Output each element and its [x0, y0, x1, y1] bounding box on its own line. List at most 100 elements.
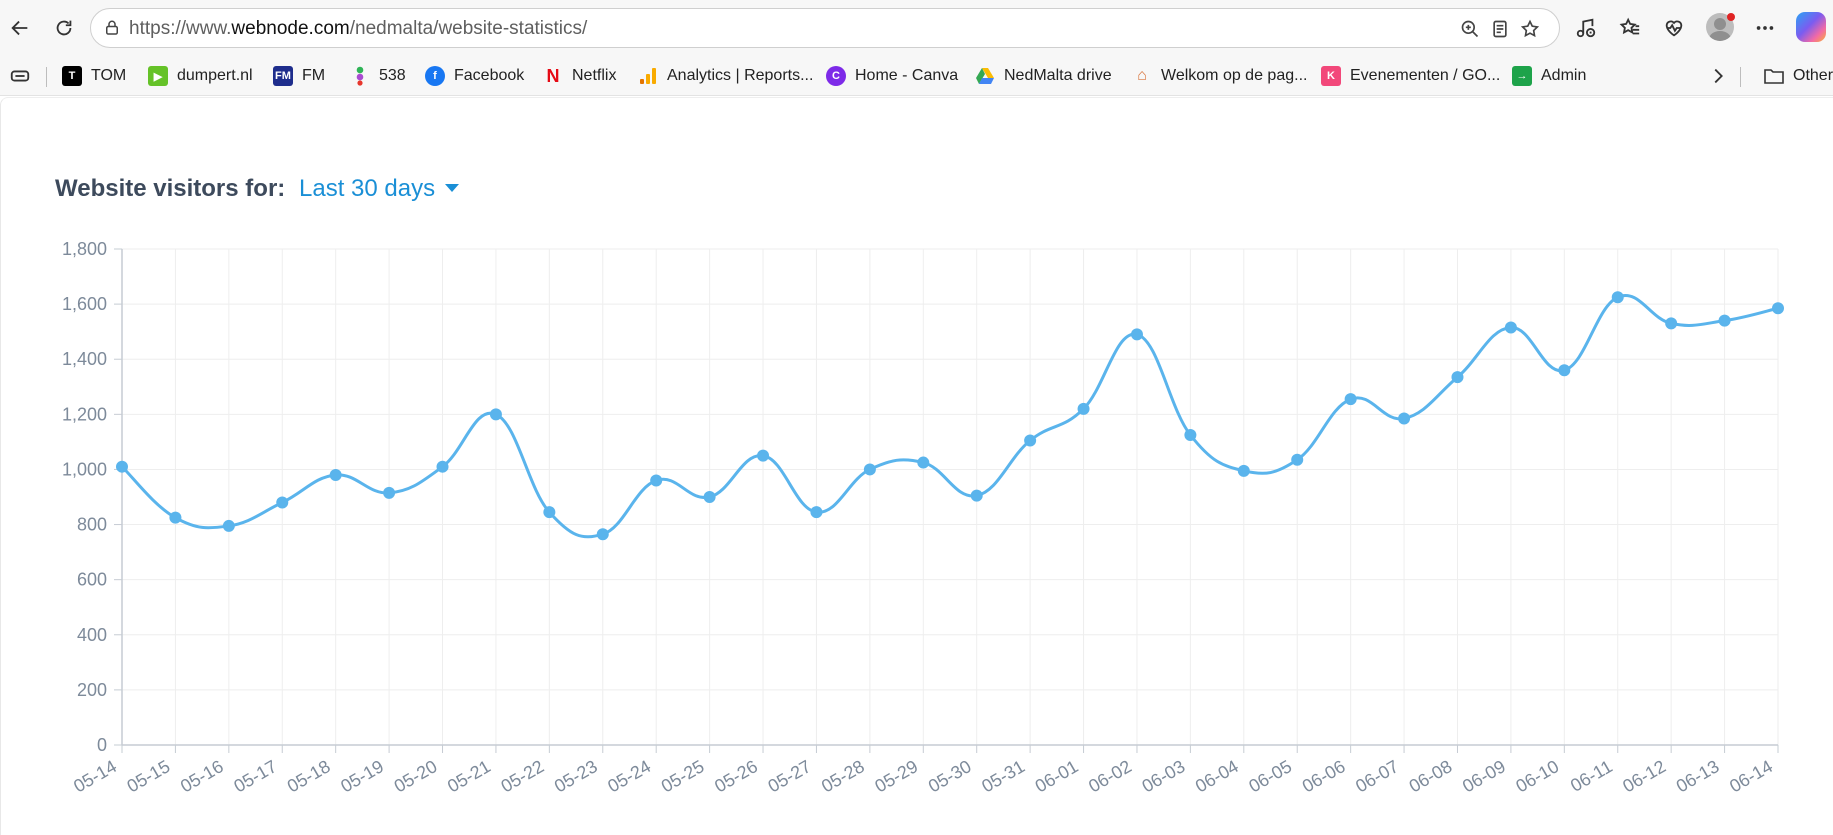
analytics-icon	[638, 66, 658, 86]
drive-icon	[975, 66, 995, 86]
data-point	[970, 489, 983, 502]
visitors-series-line	[120, 294, 1779, 539]
x-tick-label: 05-21	[444, 756, 494, 796]
back-arrow-icon[interactable]	[4, 12, 36, 44]
bookmark-facebook[interactable]: f Facebook	[425, 64, 524, 88]
other-favorites-folder[interactable]: Other	[1764, 64, 1833, 88]
x-tick-label: 05-25	[658, 756, 708, 796]
y-tick-label: 200	[77, 680, 107, 700]
x-tick-label: 05-30	[925, 756, 975, 796]
folder-icon	[1764, 66, 1784, 86]
address-bar[interactable]: https://www.webnode.com/nedmalta/website…	[90, 8, 1560, 48]
data-point	[1558, 364, 1571, 377]
data-point	[116, 460, 128, 473]
x-tick-label: 06-14	[1726, 756, 1776, 796]
site-info-icon[interactable]	[100, 16, 124, 40]
data-point	[863, 463, 876, 476]
bookmark-fm[interactable]: FM FM	[273, 64, 325, 88]
y-tick-label: 800	[77, 515, 107, 535]
bookmark-admin[interactable]: → Admin	[1512, 64, 1586, 88]
caret-down-icon	[445, 183, 460, 192]
y-tick-label: 400	[77, 625, 107, 645]
bookmark-evenementen[interactable]: K Evenementen / GO...	[1321, 64, 1500, 88]
x-tick-label: 06-13	[1673, 756, 1723, 796]
x-tick-label: 06-11	[1567, 756, 1616, 796]
data-point	[1291, 453, 1304, 466]
browser-toolbar: https://www.webnode.com/nedmalta/website…	[0, 0, 1833, 56]
more-options-icon[interactable]	[1749, 12, 1781, 44]
data-point	[650, 474, 663, 487]
x-tick-label: 06-08	[1406, 756, 1456, 796]
data-point	[1344, 393, 1357, 406]
x-tick-label: 05-18	[284, 756, 334, 796]
x-tick-label: 05-24	[604, 756, 654, 796]
538-icon	[350, 66, 370, 86]
x-tick-label: 05-31	[978, 756, 1028, 796]
y-tick-label: 1,000	[62, 459, 107, 479]
data-point	[436, 460, 449, 473]
data-point	[1184, 429, 1197, 441]
x-tick-label: 06-06	[1299, 756, 1349, 796]
y-tick-label: 1,600	[62, 294, 107, 314]
bookmark-538[interactable]: 538	[350, 64, 406, 88]
data-point	[757, 449, 770, 462]
refresh-icon[interactable]	[48, 12, 80, 44]
x-tick-label: 06-07	[1352, 756, 1402, 796]
reader-view-icon[interactable]	[1486, 15, 1514, 43]
y-tick-label: 1,400	[62, 349, 107, 369]
copilot-icon[interactable]	[1796, 12, 1826, 42]
y-tick-label: 1,800	[62, 239, 107, 259]
tab-actions-icon[interactable]	[4, 60, 36, 92]
data-point	[917, 456, 930, 469]
bookmark-tom[interactable]: T TOM	[62, 64, 126, 88]
x-tick-label: 05-14	[70, 756, 120, 796]
statistics-page: Website visitors for: Last 30 days	[0, 97, 1833, 835]
data-point	[169, 511, 182, 524]
data-point	[543, 506, 556, 519]
page-heading: Website visitors for:	[55, 175, 286, 202]
x-tick-label: 06-02	[1085, 756, 1135, 796]
bookmarks-bar: T TOM ▶ dumpert.nl FM FM 538 f Facebook N Net…	[0, 56, 1833, 96]
media-icon[interactable]	[1570, 12, 1602, 44]
bookmarks-divider	[46, 67, 47, 87]
browser-essentials-icon[interactable]	[1658, 12, 1690, 44]
data-point	[1398, 412, 1411, 425]
admin-icon: →	[1512, 66, 1532, 86]
data-point	[1024, 434, 1037, 447]
x-tick-label: 06-03	[1139, 756, 1189, 796]
data-point	[329, 468, 342, 481]
x-tick-label: 05-19	[337, 756, 387, 796]
data-point	[1451, 371, 1464, 384]
bookmark-welkom[interactable]: ⌂ Welkom op de pag...	[1132, 64, 1307, 88]
data-point	[1130, 328, 1143, 341]
dumpert-icon: ▶	[148, 66, 168, 86]
period-dropdown[interactable]: Last 30 days	[299, 175, 460, 203]
chevron-right-icon[interactable]	[1702, 60, 1734, 92]
bookmark-nedmalta-drive[interactable]: NedMalta drive	[975, 64, 1112, 88]
data-point	[810, 506, 823, 519]
favorites-icon[interactable]	[1614, 12, 1646, 44]
bookmark-netflix[interactable]: N Netflix	[543, 64, 617, 88]
x-tick-label: 06-12	[1619, 756, 1669, 796]
x-tick-label: 05-22	[497, 756, 547, 796]
bookmark-canva[interactable]: C Home - Canva	[826, 64, 958, 88]
y-tick-label: 0	[97, 735, 107, 755]
x-tick-label: 05-26	[711, 756, 761, 796]
period-label: Last 30 days	[299, 175, 436, 202]
bookmark-analytics[interactable]: Analytics | Reports...	[638, 64, 813, 88]
url-text[interactable]: https://www.webnode.com/nedmalta/website…	[129, 18, 588, 39]
x-tick-label: 05-20	[391, 756, 441, 796]
bookmark-dumpert[interactable]: ▶ dumpert.nl	[148, 64, 253, 88]
favorite-star-icon[interactable]	[1516, 15, 1544, 43]
data-point	[1611, 291, 1624, 304]
data-point	[222, 519, 235, 532]
fm-icon: FM	[273, 66, 293, 86]
x-tick-label: 06-01	[1032, 756, 1082, 796]
evenementen-icon: K	[1321, 66, 1341, 86]
canva-icon: C	[826, 66, 846, 86]
x-tick-label: 05-16	[177, 756, 227, 796]
x-tick-label: 05-23	[551, 756, 601, 796]
zoom-icon[interactable]	[1456, 15, 1484, 43]
data-point	[703, 491, 716, 503]
